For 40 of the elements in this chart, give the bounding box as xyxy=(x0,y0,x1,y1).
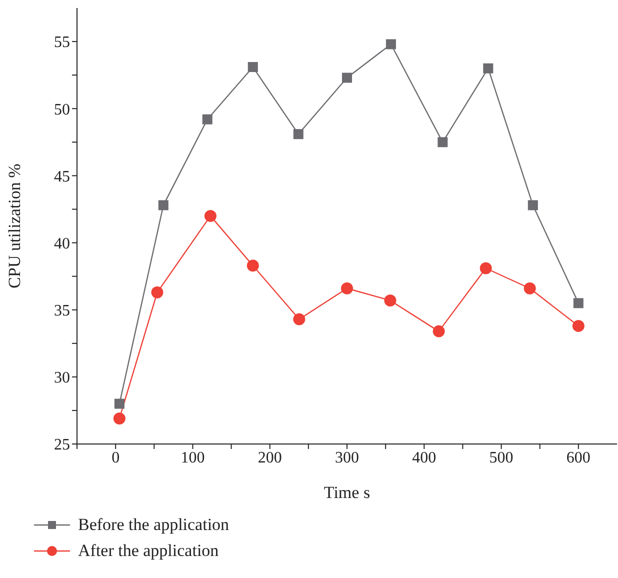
y-tick-label: 50 xyxy=(54,101,70,118)
y-tick-label: 55 xyxy=(54,34,70,52)
point xyxy=(246,260,259,272)
point xyxy=(151,286,164,298)
x-axis-title: Time s xyxy=(324,483,370,502)
point xyxy=(293,313,306,326)
point xyxy=(483,63,494,74)
legend-label: After the application xyxy=(78,541,219,561)
point xyxy=(384,294,396,306)
point xyxy=(386,39,396,50)
point xyxy=(572,320,584,332)
y-tick-label: 45 xyxy=(54,168,70,186)
point xyxy=(573,298,584,308)
point xyxy=(114,398,124,409)
x-tick-label: 400 xyxy=(412,449,436,466)
x-tick-label: 500 xyxy=(489,449,514,466)
x-tick-label: 600 xyxy=(566,449,590,466)
point xyxy=(113,412,126,425)
point xyxy=(248,62,258,72)
point xyxy=(202,114,212,124)
point xyxy=(528,200,538,210)
x-tick-label: 300 xyxy=(335,449,359,466)
point xyxy=(480,262,492,274)
point xyxy=(524,282,536,294)
point xyxy=(158,200,168,210)
point xyxy=(293,129,304,140)
x-tick-label: 200 xyxy=(258,449,282,466)
y-axis-title: CPU utilization % xyxy=(5,164,24,288)
point xyxy=(432,325,445,338)
y-tick-label: 40 xyxy=(54,235,70,252)
y-tick-label: 35 xyxy=(54,302,70,320)
y-tick-label: 25 xyxy=(54,436,70,454)
point xyxy=(438,137,448,148)
x-tick-label: 0 xyxy=(112,449,120,466)
legend-label: Before the application xyxy=(78,515,230,535)
y-tick-label: 30 xyxy=(54,370,70,387)
point xyxy=(342,72,352,83)
point xyxy=(341,282,353,294)
point xyxy=(204,210,216,222)
x-tick-label: 100 xyxy=(180,449,205,466)
